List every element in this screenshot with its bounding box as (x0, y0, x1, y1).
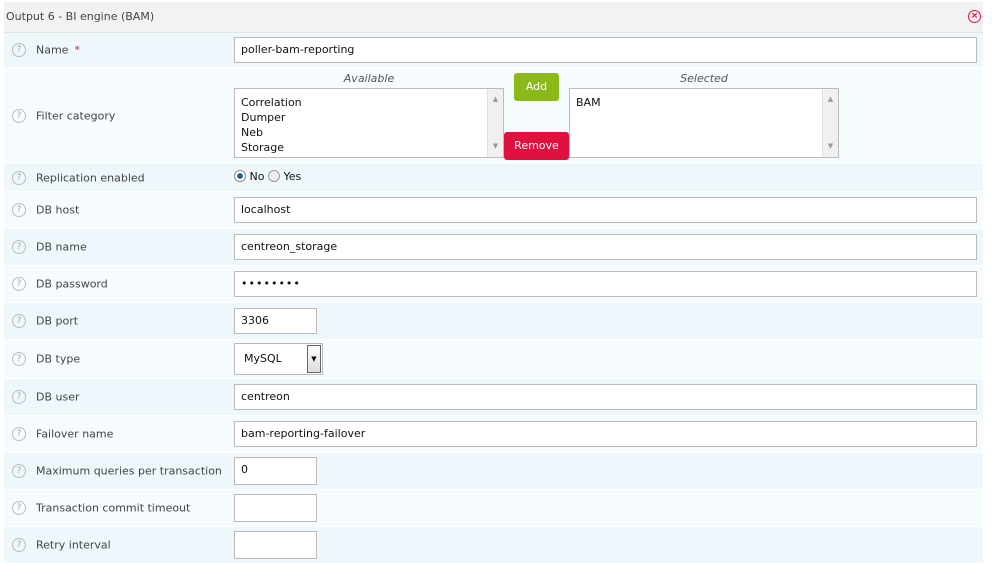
radio-no-label: No (249, 170, 265, 183)
remove-button[interactable]: Remove (504, 132, 569, 160)
commit-timeout-input[interactable] (234, 494, 317, 522)
max-queries-input[interactable]: 0 (234, 457, 317, 485)
list-item[interactable]: Dumper (241, 111, 286, 124)
help-icon[interactable]: ? (12, 240, 26, 254)
add-button[interactable]: Add (514, 73, 559, 101)
db-port-input[interactable]: 3306 (234, 308, 317, 334)
row-failover: ? Failover name bam-reporting-failover (4, 416, 983, 453)
db-name-label: DB name (36, 240, 87, 254)
db-type-select[interactable]: MySQL ▼ (234, 343, 323, 375)
db-port-label: DB port (36, 314, 79, 328)
row-db-user: ? DB user centreon (4, 379, 983, 416)
required-mark: * (74, 43, 80, 57)
help-icon[interactable]: ? (12, 427, 26, 441)
row-filter-category: ? Filter category Available Correlation … (4, 68, 983, 164)
name-label: Name * (36, 44, 80, 57)
row-max-queries: ? Maximum queries per transaction 0 (4, 453, 983, 490)
selected-list[interactable]: BAM ▲ ▼ (569, 88, 839, 158)
chevron-down-icon[interactable]: ▼ (307, 345, 321, 373)
max-queries-label: Maximum queries per transaction (36, 464, 222, 478)
output-panel: Output 6 - BI engine (BAM) × ? Name * pol… (4, 2, 983, 564)
help-icon[interactable]: ? (12, 43, 26, 57)
available-list[interactable]: Correlation Dumper Neb Storage ▲ ▼ (234, 88, 504, 158)
panel-title: Output 6 - BI engine (BAM) (6, 10, 155, 23)
help-icon[interactable]: ? (12, 464, 26, 478)
list-item[interactable]: BAM (576, 96, 601, 109)
db-user-label: DB user (36, 390, 80, 404)
db-password-label: DB password (36, 277, 108, 291)
db-name-input[interactable]: centreon_storage (234, 234, 977, 260)
help-icon[interactable]: ? (12, 203, 26, 217)
row-replication: ? Replication enabled No Yes (4, 164, 983, 192)
scrollbar[interactable]: ▲ ▼ (487, 89, 503, 157)
help-icon[interactable]: ? (12, 538, 26, 552)
db-host-label: DB host (36, 203, 80, 217)
replication-radios: No Yes (234, 170, 301, 183)
row-db-port: ? DB port 3306 (4, 303, 983, 340)
list-item[interactable]: Correlation (241, 96, 302, 109)
filter-category-label: Filter category (36, 109, 116, 122)
help-icon[interactable]: ? (12, 170, 26, 185)
failover-label: Failover name (36, 427, 114, 441)
help-icon[interactable]: ? (12, 390, 26, 404)
row-db-type: ? DB type MySQL ▼ (4, 340, 983, 379)
row-db-name: ? DB name centreon_storage (4, 229, 983, 266)
replication-label: Replication enabled (36, 171, 145, 184)
selected-caption: Selected (680, 72, 728, 85)
failover-input[interactable]: bam-reporting-failover (234, 421, 977, 447)
db-host-input[interactable]: localhost (234, 197, 977, 223)
radio-yes-label: Yes (283, 170, 302, 183)
help-icon[interactable]: ? (12, 314, 26, 328)
row-db-host: ? DB host localhost (4, 192, 983, 229)
label-text: Name (36, 43, 69, 57)
commit-timeout-label: Transaction commit timeout (36, 501, 191, 515)
help-icon[interactable]: ? (12, 277, 26, 291)
help-icon[interactable]: ? (12, 108, 26, 123)
help-icon[interactable]: ? (12, 501, 26, 515)
row-commit-timeout: ? Transaction commit timeout (4, 490, 983, 527)
db-type-label: DB type (36, 352, 81, 366)
radio-yes[interactable] (267, 170, 280, 182)
row-name: ? Name * poller-bam-reporting (4, 33, 983, 68)
row-retry-interval: ? Retry interval (4, 527, 983, 564)
available-caption: Available (343, 72, 395, 85)
db-type-value: MySQL (244, 352, 282, 365)
list-item[interactable]: Storage (241, 141, 285, 154)
name-input[interactable]: poller-bam-reporting (234, 37, 977, 63)
help-icon[interactable]: ? (12, 352, 26, 366)
radio-no[interactable] (234, 170, 246, 182)
close-circle-icon[interactable]: × (968, 10, 981, 23)
retry-interval-label: Retry interval (36, 538, 111, 552)
db-password-input[interactable]: •••••••• (234, 271, 977, 297)
panel-header: Output 6 - BI engine (BAM) × (4, 2, 983, 33)
retry-interval-input[interactable] (234, 531, 317, 559)
scrollbar[interactable]: ▲ ▼ (822, 89, 838, 157)
list-item[interactable]: Neb (241, 126, 263, 139)
db-user-input[interactable]: centreon (234, 384, 977, 410)
form-rows: ? Name * poller-bam-reporting ? Filter ca… (4, 33, 983, 564)
row-db-password: ? DB password •••••••• (4, 266, 983, 303)
